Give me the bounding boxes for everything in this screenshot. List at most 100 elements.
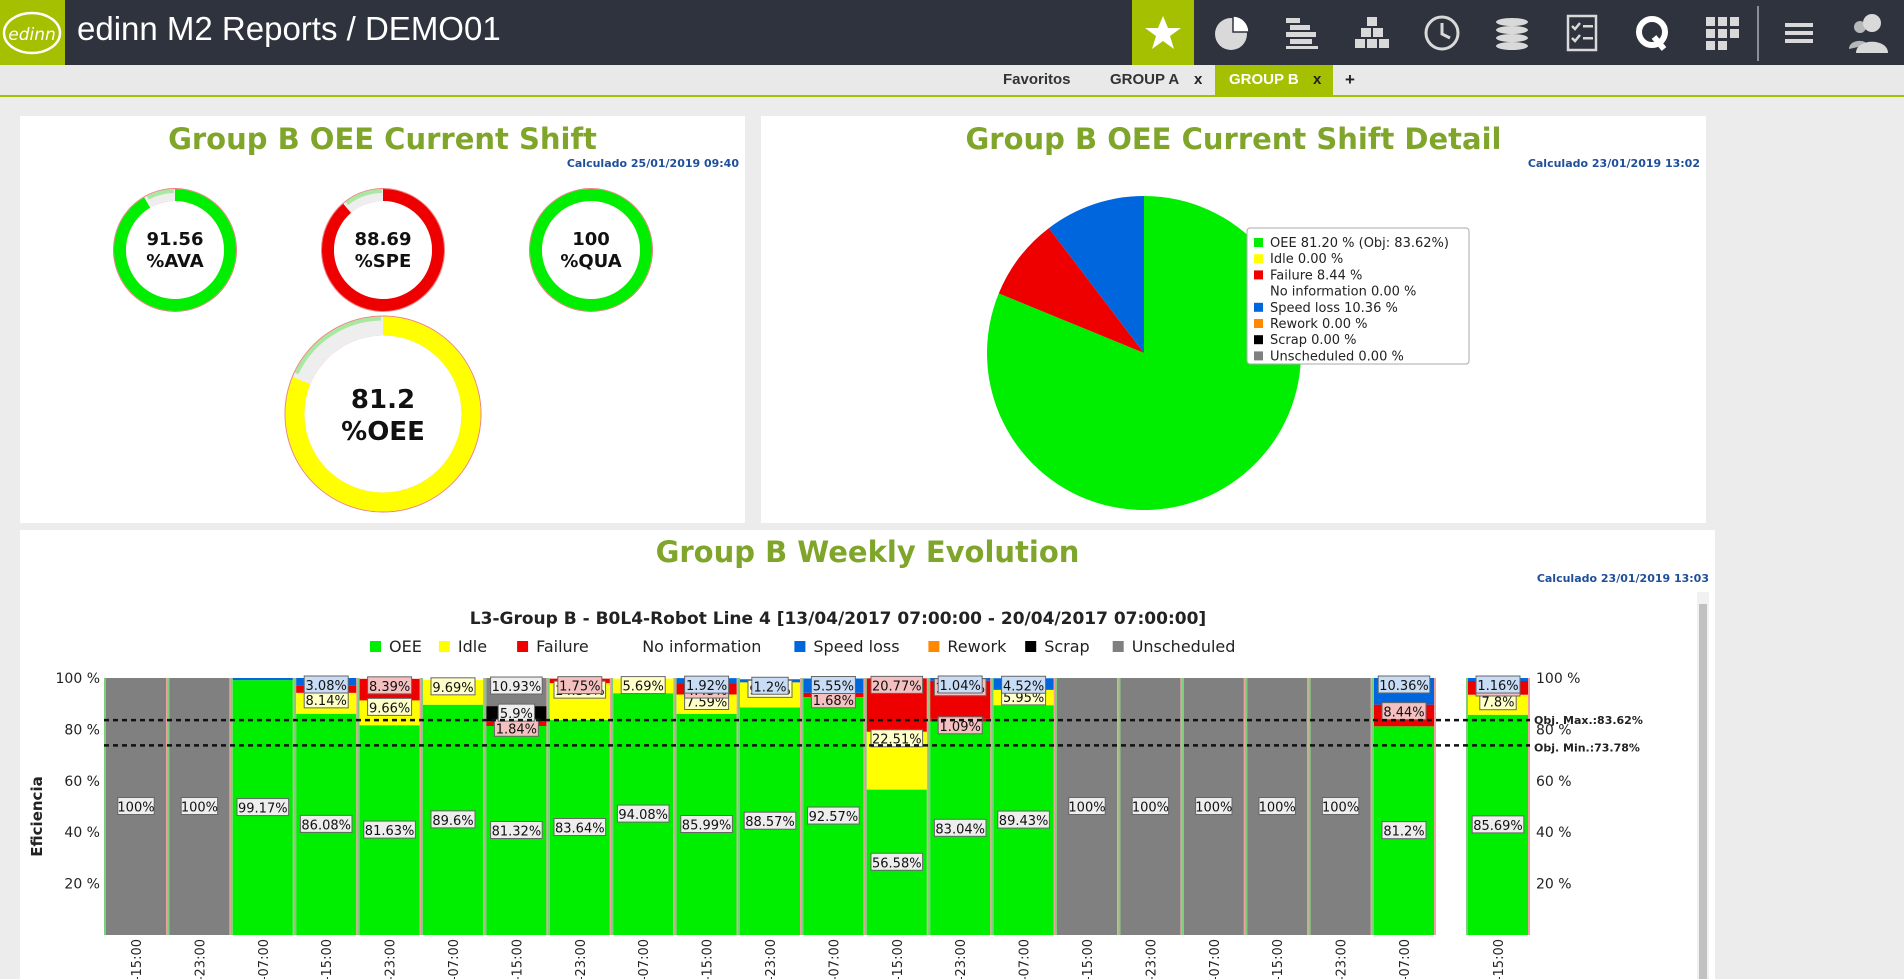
bar-separator (674, 678, 677, 935)
user-icon[interactable] (1838, 0, 1900, 65)
bar[interactable]: 85.99%7.59%4.45%1.92%07:00-15:00 (674, 675, 739, 979)
gauge-value-arc (529, 189, 652, 311)
bar-data-label-box (616, 804, 670, 823)
pie-slice[interactable] (998, 228, 1144, 353)
bar-data-label-box (870, 729, 924, 748)
list-bars-icon[interactable] (1271, 0, 1333, 65)
bar-separator (736, 678, 739, 935)
legend-item[interactable]: Idle (438, 637, 487, 656)
bar-data-label-box (937, 675, 983, 694)
bar[interactable]: 81.2% 8.44% 10.36% 23:00-07:00 (1372, 675, 1436, 979)
bar-separator (926, 678, 929, 935)
bar[interactable]: 100% 07:00-15:00 (104, 678, 168, 979)
scrollbar-track[interactable] (1697, 592, 1709, 979)
bar-data-label: 81.2% (1383, 825, 1424, 840)
gauge-spe: 88.69%SPE (321, 188, 445, 312)
grid-icon[interactable] (1691, 0, 1753, 65)
bar-data-label: 7.59% (686, 695, 727, 710)
bar-data-label: 85.69% (1473, 819, 1523, 834)
bar[interactable]: 83.04%1.09%14.83%1.04%15:00-23:00 (928, 675, 993, 979)
bar[interactable]: 100% 15:00-23:00 (167, 678, 232, 979)
legend-item[interactable]: Failure (517, 637, 589, 656)
bar-data-label-box (870, 675, 924, 694)
bar[interactable]: 81.63% 9.66% 8.39% 15:00-23:00 (357, 676, 422, 979)
bar-data-label: 9.66% (369, 701, 410, 716)
bar-separator (419, 678, 422, 935)
bar[interactable]: 83.64%14.36%1.75%15:00-23:00 (547, 676, 612, 979)
bar[interactable]: 99.17% 23:00-07:00 (230, 678, 295, 979)
legend-item[interactable]: Rework (928, 637, 1007, 656)
bar-data-label-box (557, 676, 603, 695)
bar-separator (1180, 678, 1183, 935)
legend-item[interactable]: Unscheduled (1112, 637, 1236, 656)
gauge-unit: %AVA (146, 251, 203, 272)
add-tab-button[interactable]: + (1345, 70, 1355, 89)
pie-slice[interactable] (1048, 196, 1144, 353)
logo-text: edinn (8, 25, 56, 45)
pie-legend-label: No information 0.00 % (1270, 285, 1416, 300)
menu-icon[interactable] (1768, 0, 1830, 65)
x-tick-label: 23:00-07:00 (1018, 939, 1033, 979)
bar-data-label: 5.55% (813, 680, 854, 695)
bar[interactable]: 94.08% 5.69% 23:00-07:00 (611, 676, 676, 979)
bar[interactable]: 88.57%9.74%1.2%15:00-23:00 (738, 676, 802, 979)
bar-separator (166, 678, 168, 935)
bar[interactable]: 89.43% 5.95%4.52% 23:00-07:00 (991, 675, 1056, 979)
bar-data-label-box (117, 797, 155, 815)
panel-weekly-calculated: Calculado 23/01/2019 13:03 (1536, 572, 1709, 585)
tab-group-a[interactable]: GROUP A (1110, 71, 1180, 88)
y-tick-label-right: 80 % (1536, 722, 1572, 738)
gauge-oee: 81.2%OEE (284, 315, 482, 513)
bar[interactable]: 100% 23:00-07:00 (1181, 678, 1246, 979)
bar[interactable]: 100% 07:00-15:00 (1055, 678, 1119, 979)
legend-item[interactable]: No information (642, 637, 761, 656)
bar-data-label: 22.51% (872, 733, 922, 748)
edinn-logo[interactable]: edinn (0, 0, 65, 65)
y-tick-label: 20 % (64, 877, 100, 893)
bar-separator (991, 678, 994, 935)
legend-label: Rework (947, 637, 1007, 656)
bar-data-label-box (303, 675, 349, 694)
bar[interactable]: 92.57% 1.68%5.55% 23:00-07:00 (801, 676, 866, 979)
pie-legend-swatch (1254, 302, 1263, 312)
legend-label: Scrap (1044, 637, 1090, 656)
checklist-icon[interactable] (1551, 0, 1613, 65)
x-tick-label: 07:00-15:00 (701, 939, 716, 979)
bar-data-label: 1.04% (940, 679, 981, 694)
layers-icon[interactable] (1481, 0, 1543, 65)
legend-item[interactable]: Speed loss (794, 637, 900, 656)
panel-current-shift-calculated: Calculado 25/01/2019 09:40 (566, 157, 739, 170)
legend-item[interactable]: Scrap (1025, 637, 1090, 656)
x-tick-label: 07:00-15:00 (891, 939, 906, 979)
star-icon[interactable] (1132, 0, 1194, 65)
gauge-unit: %OEE (341, 417, 425, 447)
tab-group-a-close-icon[interactable]: x (1194, 71, 1203, 88)
bar-separator (357, 678, 360, 935)
panel-shift-detail-calculated: Calculado 23/01/2019 13:02 (1527, 157, 1700, 170)
pie-chart-icon[interactable] (1201, 0, 1263, 65)
bar[interactable]: 86.08% 8.14%3.08% 07:00-15:00 (294, 675, 359, 979)
bar[interactable]: 100% 15:00-23:00 (1118, 678, 1183, 979)
bar[interactable]: 56.58% 22.51% 20.77% 07:00-15:00 (864, 675, 929, 979)
bar-data-label: 8.44% (1383, 706, 1424, 721)
tab-group-b-close-icon[interactable]: x (1313, 71, 1322, 88)
clock-icon[interactable] (1411, 0, 1473, 65)
tab-favoritos[interactable]: Favoritos (1003, 71, 1071, 88)
x-tick-label: 15:00-23:00 (574, 939, 589, 979)
legend-item[interactable]: OEE (370, 637, 422, 656)
stack-icon[interactable] (1341, 0, 1403, 65)
bar[interactable]: 100% 15:00-23:00 (1308, 678, 1373, 979)
gauge-ava: 91.56%AVA (113, 188, 237, 312)
nav-divider (1757, 6, 1759, 61)
bar[interactable]: 89.6% 9.69% 23:00-07:00 (421, 677, 485, 979)
bar[interactable]: 85.69%7.8%5.34%1.16%07:00-15:00 (1466, 675, 1530, 979)
bar[interactable]: 81.32% 1.84%5.9% 10.93% 07:00-15:00 (484, 676, 549, 979)
scrollbar-thumb[interactable] (1699, 604, 1707, 979)
gauge-value: 91.56 (147, 229, 204, 250)
bar[interactable]: 100% 07:00-15:00 (1245, 678, 1310, 979)
bar-data-label-box (1471, 815, 1525, 834)
y-tick-label-right: 20 % (1536, 877, 1572, 893)
q-icon[interactable] (1621, 0, 1683, 65)
bar-separator (1117, 678, 1119, 935)
tab-group-b[interactable]: GROUP B x (1215, 65, 1333, 95)
